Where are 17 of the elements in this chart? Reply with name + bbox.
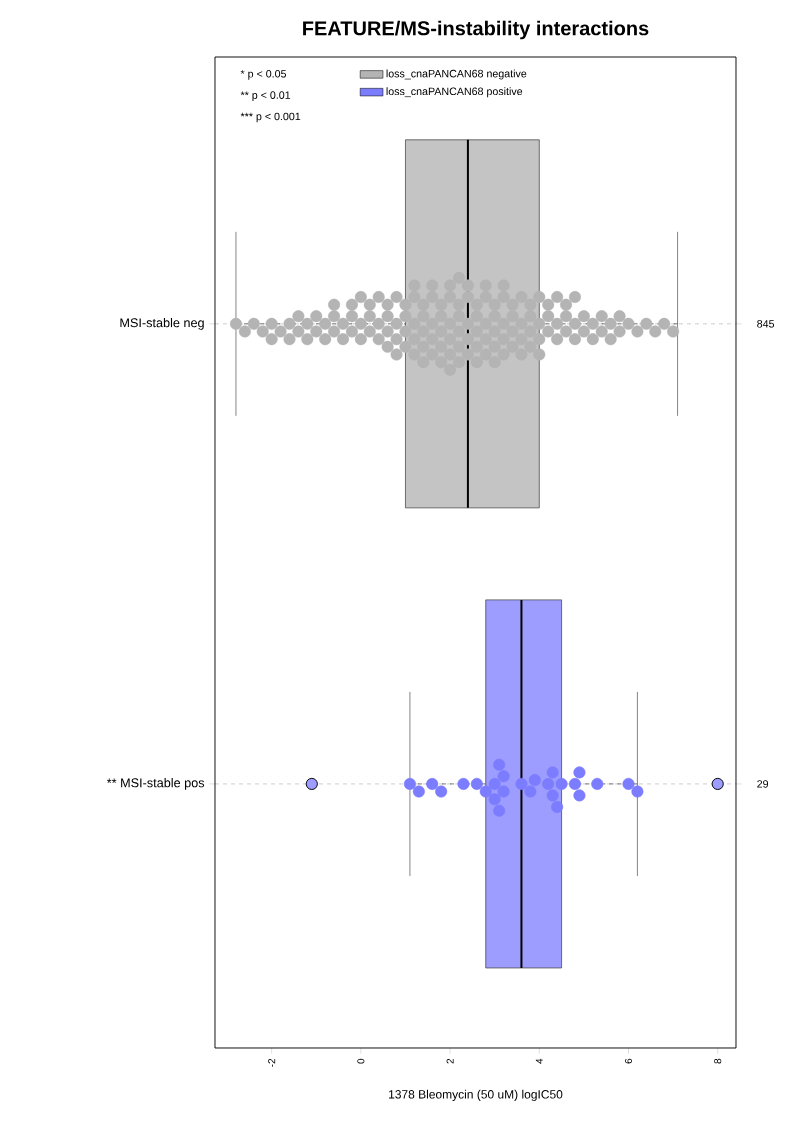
y-tick-label: ** MSI-stable pos (106, 778, 205, 790)
text: 29 (757, 780, 769, 788)
legend-label: loss_cnaPANCAN68 positive (386, 87, 523, 98)
y-tick-label: MSI-stable neg (120, 317, 204, 330)
text: 845 (757, 320, 775, 328)
chart-title: FEATURE/MS-instability interactions (303, 20, 649, 40)
annotation: * p < 0.05 (240, 70, 287, 80)
x-tick-label: 8 (714, 1058, 722, 1064)
x-tick-label: 0 (357, 1058, 365, 1064)
x-tick-label: 6 (624, 1058, 633, 1064)
x-tick-label: 2 (446, 1058, 454, 1064)
x-axis-title: 1378 Bleomycin (50 uM) logIC50 (389, 1089, 563, 1101)
x-tick-label: 4 (535, 1058, 543, 1064)
legend-label: loss_cnaPANCAN68 negative (386, 69, 527, 80)
annotation: ** p < 0.01 (240, 91, 291, 101)
annotation: *** p < 0.001 (240, 112, 301, 123)
x-tick-label: -2 (268, 1058, 276, 1067)
